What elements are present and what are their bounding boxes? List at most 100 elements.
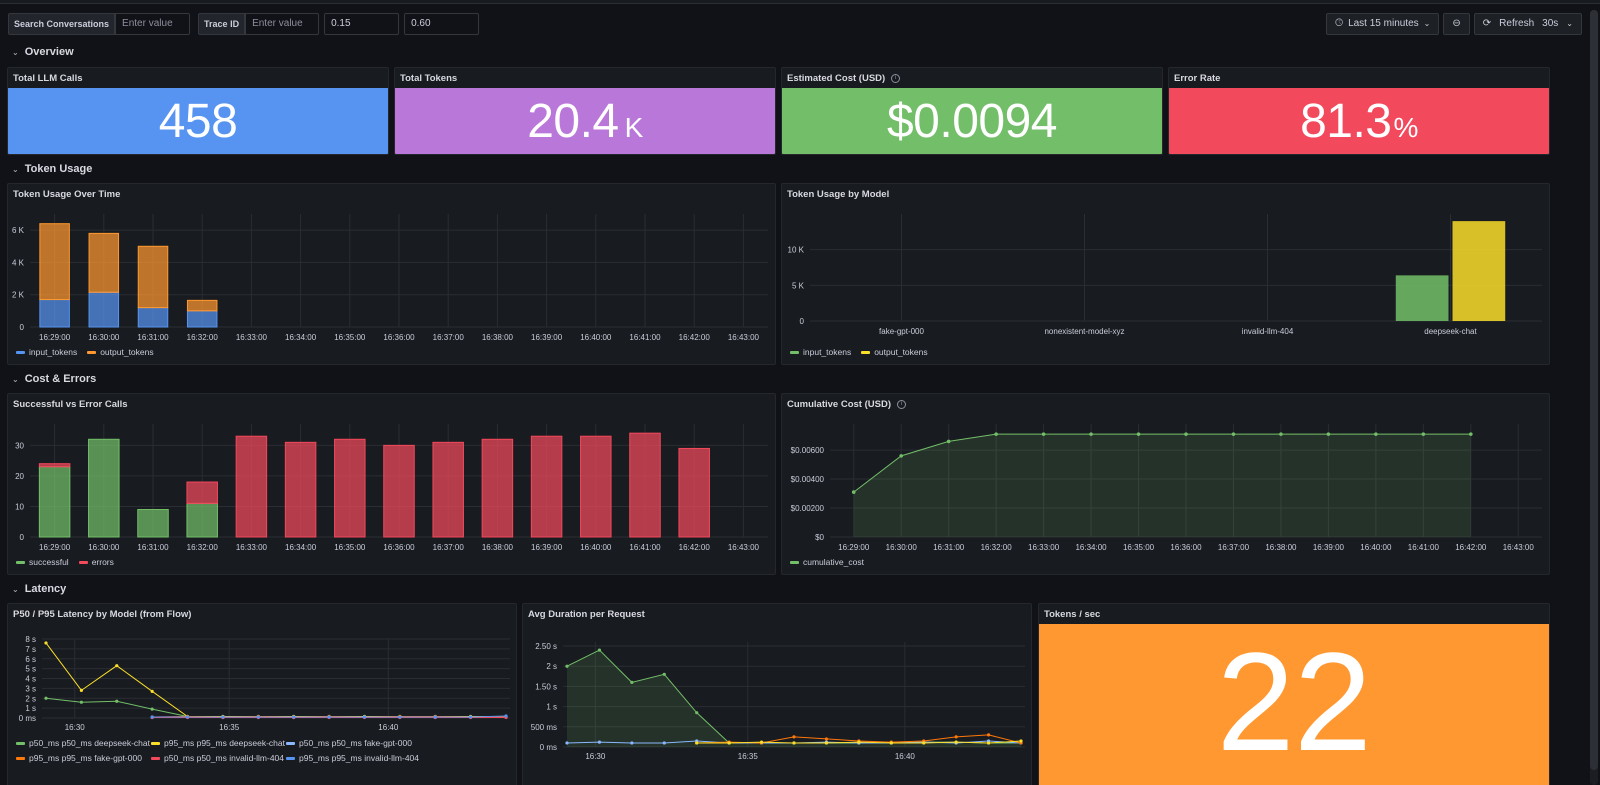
p50-p95-latency-panel[interactable]: P50 / P95 Latency by Model (from Flow) 0… bbox=[7, 603, 517, 785]
legend-item[interactable]: p50_ms p50_ms invalid-llm-404 bbox=[151, 753, 286, 763]
point-cumulative_cost bbox=[899, 454, 903, 458]
x-tick-label: 16:29:00 bbox=[39, 333, 71, 342]
legend-item[interactable]: input_tokens bbox=[16, 347, 77, 357]
bar-errors bbox=[530, 435, 563, 538]
point-cumulative_cost bbox=[1041, 432, 1046, 436]
x-tick-label: 16:42:00 bbox=[679, 543, 711, 552]
y-tick-label: 0 ms bbox=[19, 714, 36, 723]
section-overview[interactable]: ⌄ Overview bbox=[12, 46, 74, 58]
x-tick-label: 16:41:00 bbox=[1408, 543, 1440, 552]
y-tick-label: $0.00600 bbox=[791, 446, 825, 455]
legend-item[interactable]: p95_ms p95_ms fake-gpt-000 bbox=[16, 753, 151, 763]
point-series bbox=[695, 741, 699, 745]
time-range-picker[interactable]: 🕓︎ Last 15 minutes ⌄ bbox=[1326, 13, 1440, 35]
bar-output_tokens bbox=[1452, 221, 1506, 321]
avg-duration-panel[interactable]: Avg Duration per Request 0 ms 500 ms 1 s 1.… bbox=[522, 603, 1032, 785]
panel-title: Cumulative Cost (USD) bbox=[787, 399, 891, 410]
legend-item[interactable]: input_tokens bbox=[790, 347, 851, 357]
token-usage-over-time-chart: 0 2 K 4 K 6 K 16:29:00 16:30:00 16:31:00 16:32:… bbox=[12, 214, 768, 342]
section-latency[interactable]: ⌄ Latency bbox=[12, 583, 66, 595]
refresh-button[interactable]: ⟳ Refresh 30s ⌄ bbox=[1473, 13, 1582, 35]
cumulative-cost-chart: $0 $0.00200 $0.00400 $0.00600 16:29:00 16:30:… bbox=[791, 424, 1542, 552]
successful-vs-error-panel[interactable]: Successful vs Error Calls 0 10 20 30 16:29:0… bbox=[7, 393, 776, 575]
x-tick-label: 16:30 bbox=[585, 752, 606, 761]
point-cumulative_cost bbox=[1231, 432, 1236, 436]
point-series bbox=[824, 737, 829, 741]
legend-item[interactable]: output_tokens bbox=[861, 347, 928, 357]
legend-item[interactable]: p50_ms p50_ms deepseek-chat bbox=[16, 738, 151, 748]
legend-item[interactable]: cumulative_cost bbox=[790, 557, 864, 567]
point-cumulative_cost bbox=[1136, 432, 1141, 436]
x-tick-label: 16:31:00 bbox=[137, 333, 169, 342]
total-tokens-panel[interactable]: Total Tokens 20.4 K bbox=[394, 67, 776, 155]
error-rate-panel[interactable]: Error Rate 81.3 % bbox=[1168, 67, 1550, 155]
total-llm-calls-panel[interactable]: Total LLM Calls 458 bbox=[7, 67, 389, 155]
point-series bbox=[362, 715, 367, 719]
legend-item[interactable]: successful bbox=[16, 557, 69, 567]
x-tick-label: fake-gpt-000 bbox=[879, 327, 924, 336]
token-usage-over-time-panel[interactable]: Token Usage Over Time 0 2 K 4 K 6 K 16:29:00… bbox=[7, 183, 776, 365]
bar-successful bbox=[88, 438, 120, 538]
legend-label: cumulative_cost bbox=[803, 557, 864, 567]
section-cost-errors[interactable]: ⌄ Cost & Errors bbox=[12, 373, 96, 385]
cumulative-cost-panel[interactable]: Cumulative Cost (USD) i $0 $0.00200 $0.004… bbox=[781, 393, 1550, 575]
legend-item[interactable]: p50_ms p50_ms fake-gpt-000 bbox=[286, 738, 421, 748]
legend-swatch bbox=[16, 742, 25, 746]
info-icon[interactable]: i bbox=[891, 74, 901, 83]
zoom-out-button[interactable]: ⊖ bbox=[1443, 13, 1470, 35]
legend-label: p50_ms p50_ms invalid-llm-404 bbox=[164, 753, 285, 763]
estimated-cost-panel[interactable]: Estimated Cost (USD) i $0.0094 bbox=[781, 67, 1163, 155]
refresh-icon: ⟳ bbox=[1482, 18, 1492, 29]
avg-duration-chart: 0 ms 500 ms 1 s 1.50 s 2 s 2.50 s 16:30 16:35 16… bbox=[531, 642, 1025, 761]
scrollbar-thumb[interactable] bbox=[1590, 10, 1598, 770]
chevron-down-icon: ⌄ bbox=[12, 584, 19, 594]
stat-value: 81.3 bbox=[1300, 94, 1392, 148]
section-token-usage[interactable]: ⌄ Token Usage bbox=[12, 163, 92, 175]
legend-swatch bbox=[790, 351, 799, 355]
x-tick-label: 16:43:00 bbox=[1503, 543, 1535, 552]
info-icon[interactable]: i bbox=[896, 400, 906, 409]
panel-title: Total Tokens bbox=[400, 73, 458, 84]
threshold-high-input[interactable]: 0.60 bbox=[404, 13, 480, 35]
threshold-low-input[interactable]: 0.15 bbox=[324, 13, 400, 35]
point-cumulative_cost bbox=[946, 439, 951, 444]
y-tick-label: 20 bbox=[15, 472, 24, 481]
bar-output_tokens bbox=[39, 223, 70, 301]
legend-swatch bbox=[16, 757, 25, 761]
x-tick-label: 16:31:00 bbox=[137, 543, 169, 552]
x-tick-label: 16:29:00 bbox=[838, 543, 870, 552]
point-cumulative_cost bbox=[1374, 432, 1378, 436]
x-tick-label: 16:41:00 bbox=[629, 333, 661, 342]
y-tick-label: 0 bbox=[20, 533, 25, 542]
x-tick-label: invalid-llm-404 bbox=[1242, 327, 1294, 336]
point-series bbox=[256, 715, 260, 719]
trace-id-variable: Trace ID Enter value bbox=[198, 13, 320, 35]
trace-id-input[interactable]: Enter value bbox=[245, 13, 320, 35]
x-tick-label: 16:38:00 bbox=[482, 333, 514, 342]
refresh-interval[interactable]: 30s bbox=[1542, 18, 1559, 29]
section-cost-errors-title: Cost & Errors bbox=[24, 373, 97, 385]
legend-item[interactable]: p95_ms p95_ms invalid-llm-404 bbox=[286, 753, 421, 763]
tokens-per-sec-panel[interactable]: Tokens / sec 22 bbox=[1038, 603, 1550, 785]
point-series bbox=[986, 733, 991, 737]
y-tick-label: 4 K bbox=[12, 258, 25, 267]
point-series bbox=[79, 688, 83, 692]
legend-item[interactable]: p95_ms p95_ms deepseek-chat bbox=[151, 738, 286, 748]
y-tick-label: 10 bbox=[15, 502, 24, 511]
point-series bbox=[630, 680, 634, 684]
y-tick-label: 8 s bbox=[25, 635, 36, 644]
x-tick-label: 16:33:00 bbox=[1028, 543, 1060, 552]
legend-item[interactable]: output_tokens bbox=[87, 347, 154, 357]
bar-errors bbox=[580, 435, 612, 538]
legend-item[interactable]: errors bbox=[78, 557, 114, 567]
x-tick-label: 16:42:00 bbox=[679, 333, 711, 342]
legend: input_tokens output_tokens bbox=[16, 347, 154, 357]
search-conversations-input[interactable]: Enter value bbox=[115, 13, 191, 35]
point-series bbox=[695, 711, 699, 715]
legend-swatch bbox=[16, 561, 25, 565]
y-tick-label: 1 s bbox=[25, 704, 36, 713]
y-tick-label: 4 s bbox=[25, 675, 36, 684]
token-usage-by-model-panel[interactable]: Token Usage by Model 0 5 K 10 K fake-gpt-00… bbox=[781, 183, 1550, 365]
x-tick-label: 16:35:00 bbox=[334, 333, 366, 342]
chevron-down-icon: ⌄ bbox=[1566, 19, 1573, 28]
